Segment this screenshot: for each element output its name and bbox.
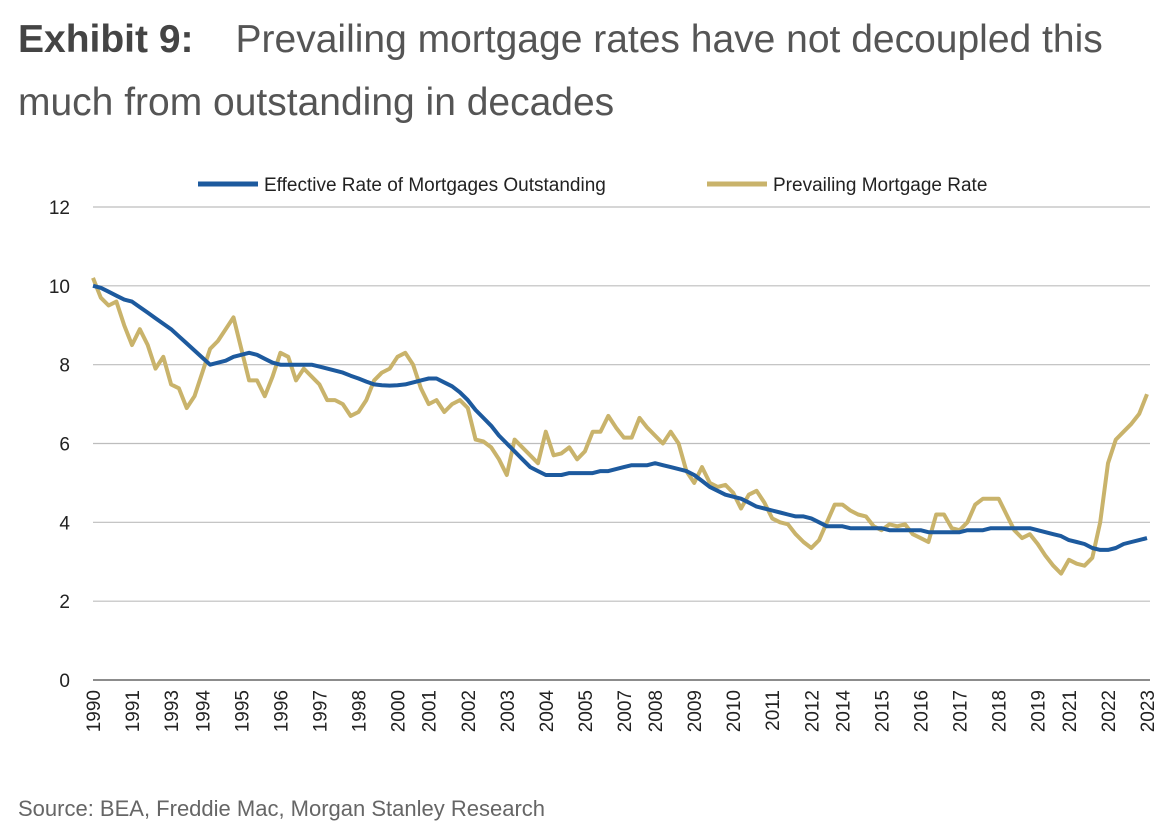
y-tick-label: 8 (59, 356, 70, 377)
source-note: Source: BEA, Freddie Mac, Morgan Stanley… (18, 796, 546, 821)
x-tick-label: 1991 (123, 690, 144, 732)
x-tick-label: 2019 (1029, 690, 1050, 732)
line-series (91, 277, 1149, 576)
x-tick-label: 1997 (310, 690, 331, 732)
y-tick-label: 0 (59, 671, 70, 692)
title-text: Prevailing mortgage rates have not decou… (18, 18, 1103, 124)
title-label: Exhibit 9: (18, 18, 194, 61)
x-tick-label: 2007 (615, 690, 636, 732)
x-tick-label: 2009 (685, 690, 706, 732)
x-tick-label: 2003 (498, 690, 519, 732)
x-tick-label: 1998 (349, 690, 370, 732)
x-tick-label: 2012 (802, 690, 823, 732)
legend-label: Effective Rate of Mortgages Outstanding (264, 175, 606, 196)
x-tick-label: 2021 (1060, 690, 1081, 732)
y-tick-label: 12 (49, 198, 70, 219)
y-tick-label: 10 (49, 277, 70, 298)
x-tick-label: 2018 (990, 690, 1011, 732)
x-tick-label: 2015 (873, 690, 894, 732)
x-tick-label: 1996 (271, 690, 292, 732)
x-tick-label: 2022 (1099, 690, 1120, 732)
x-tick-label: 1995 (232, 690, 253, 732)
x-tick-label: 2001 (420, 690, 441, 732)
y-tick-label: 2 (59, 592, 70, 613)
x-tick-label: 2016 (912, 690, 933, 732)
x-tick-label: 1994 (193, 690, 214, 733)
x-tick-label: 2005 (576, 690, 597, 732)
chart-title: Exhibit 9: Prevailing mortgage rates have… (18, 8, 1168, 134)
y-tick-label: 4 (59, 513, 70, 534)
x-tick-label: 1993 (162, 690, 183, 732)
x-tick-label: 2023 (1138, 690, 1159, 732)
chart: 0 2 4 6 8 10 12 1990 1991 1993 1994 1995 1996 1997 199… (48, 170, 1159, 733)
line-series (92, 283, 1148, 552)
x-tick-label: 2017 (951, 690, 972, 732)
legend-background (190, 170, 1060, 200)
x-tick-label: 2011 (763, 690, 784, 731)
x-tick-label: 2014 (834, 690, 855, 733)
x-tick-label: 2004 (537, 690, 558, 733)
legend-label: Prevailing Mortgage Rate (773, 175, 987, 196)
x-tick-label: 2002 (459, 690, 480, 732)
x-tick-label: 2008 (646, 690, 667, 732)
x-tick-label: 2000 (388, 690, 409, 732)
y-tick-label: 6 (59, 435, 70, 456)
x-tick-label: 2010 (724, 690, 745, 732)
x-tick-label: 1990 (84, 690, 105, 732)
